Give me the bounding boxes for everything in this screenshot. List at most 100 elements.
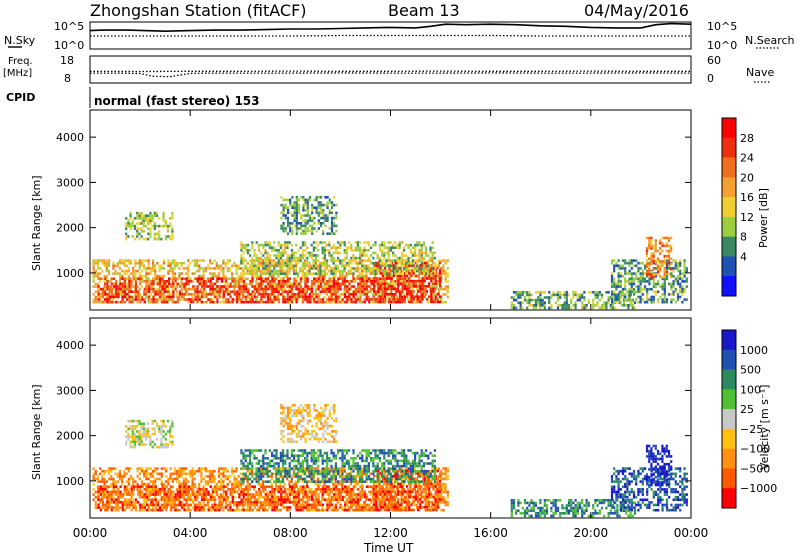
velocity-panel-cell	[217, 472, 221, 476]
power-panel-cell	[244, 249, 247, 252]
power-panel-cell	[332, 282, 336, 286]
nsky-nsearch-panel-series-1	[90, 34, 691, 37]
power-panel-cell	[339, 285, 342, 288]
power-panel-cell	[354, 262, 357, 265]
power-panel-cell	[337, 287, 340, 291]
power-panel-cell	[250, 282, 254, 286]
power-panel-cell	[412, 298, 415, 301]
velocity-panel-cell	[138, 467, 141, 470]
power-panel-cell	[315, 196, 318, 199]
power-panel-cell	[143, 293, 146, 296]
power-panel-cell	[282, 243, 285, 247]
power-panel-cell	[301, 254, 304, 257]
power-panel-cell	[294, 264, 298, 268]
power-panel-cell	[615, 261, 618, 265]
velocity-panel-cell	[158, 477, 161, 481]
power-panel-cell	[430, 269, 433, 272]
power-panel-cell	[661, 249, 664, 253]
power-panel-cell	[326, 280, 329, 283]
power-panel-cell	[405, 262, 408, 265]
power-panel-cell	[308, 214, 312, 217]
power-panel-cell	[373, 298, 376, 301]
power-panel-cell	[676, 280, 680, 283]
power-panel-cell	[244, 259, 247, 262]
velocity-panel-cell	[151, 472, 155, 476]
power-panel-cell	[304, 277, 307, 280]
velocity-panel-cell	[206, 482, 210, 486]
power-panel-cell	[383, 246, 386, 249]
velocity-panel-cell	[107, 469, 111, 473]
power-panel-cell	[123, 293, 127, 296]
velocity-panel-cell	[101, 469, 104, 473]
velocity-panel-cell	[178, 482, 181, 486]
power-panel-cell	[205, 300, 208, 304]
power-panel-cell	[138, 222, 141, 225]
power-panel-cell	[650, 257, 653, 261]
power-panel-cell	[158, 264, 161, 268]
power-panel-cell	[330, 229, 334, 233]
power-panel-cell	[617, 259, 620, 262]
power-panel-cell	[220, 269, 223, 273]
power-panel-cell	[288, 290, 292, 293]
power-panel-cell	[253, 287, 256, 291]
velocity-panel-cell	[228, 503, 232, 507]
velocity-panel-cell	[180, 467, 183, 470]
power-panel-cell	[228, 269, 232, 273]
power-panel-cell	[182, 267, 185, 270]
power-panel-cell	[446, 272, 449, 275]
power-panel-cell	[138, 287, 141, 291]
power-panel-cell	[356, 261, 359, 265]
velocity-panel-cell	[169, 467, 172, 470]
power-panel-cell	[242, 295, 245, 299]
power-panel-cell	[237, 280, 240, 283]
velocity-panel-cell	[96, 480, 100, 483]
power-panel-cell	[159, 282, 162, 286]
power-panel-cell	[147, 280, 150, 283]
velocity-panel-cell	[189, 472, 192, 476]
velocity-panel-cell	[127, 482, 130, 486]
power-panel-cell	[436, 266, 439, 270]
power-panel-cell	[155, 237, 159, 241]
power-panel-cell	[291, 229, 294, 233]
power-panel-cell	[387, 241, 390, 244]
velocity-panel-cell	[143, 482, 146, 486]
power-panel-cell	[425, 254, 428, 257]
velocity-panel-cell	[248, 493, 251, 496]
power-panel-cell	[211, 272, 214, 275]
power-panel-cell	[160, 237, 163, 241]
power-panel-cell	[282, 298, 285, 301]
power-panel-cell	[196, 293, 199, 296]
power-panel-cell	[317, 277, 320, 280]
power-panel-cell	[444, 280, 447, 283]
power-panel-cell	[103, 264, 106, 268]
power-panel-cell	[251, 241, 254, 244]
power-panel-cell	[195, 259, 199, 262]
power-panel-cell	[149, 222, 152, 225]
power-panel-cell	[319, 222, 323, 225]
power-panel-cell	[297, 290, 300, 293]
power-panel-cell	[268, 274, 271, 278]
power-panel-cell	[392, 272, 395, 275]
power-panel-cell	[132, 290, 135, 294]
power-panel-cell	[200, 277, 204, 280]
power-panel-cell	[147, 261, 150, 265]
power-panel-cell	[646, 300, 649, 304]
power-panel-cell	[372, 287, 375, 291]
power-panel-cell	[147, 227, 150, 230]
power-panel-cell	[161, 277, 164, 280]
power-panel-cell	[667, 254, 671, 258]
power-panel-cell	[132, 285, 135, 288]
power-panel-cell	[556, 291, 560, 294]
power-panel-cell	[326, 201, 329, 204]
power-panel-cell	[312, 259, 315, 262]
power-panel-cell	[403, 249, 406, 252]
power-panel-cell	[300, 232, 303, 235]
power-panel-cell	[659, 241, 662, 245]
velocity-panel-cell	[202, 485, 205, 489]
power-panel-cell	[286, 293, 289, 296]
power-panel-cell	[352, 259, 355, 262]
power-panel-cell	[381, 272, 384, 275]
velocity-panel-cell	[121, 480, 124, 483]
power-panel-cell	[253, 269, 256, 273]
